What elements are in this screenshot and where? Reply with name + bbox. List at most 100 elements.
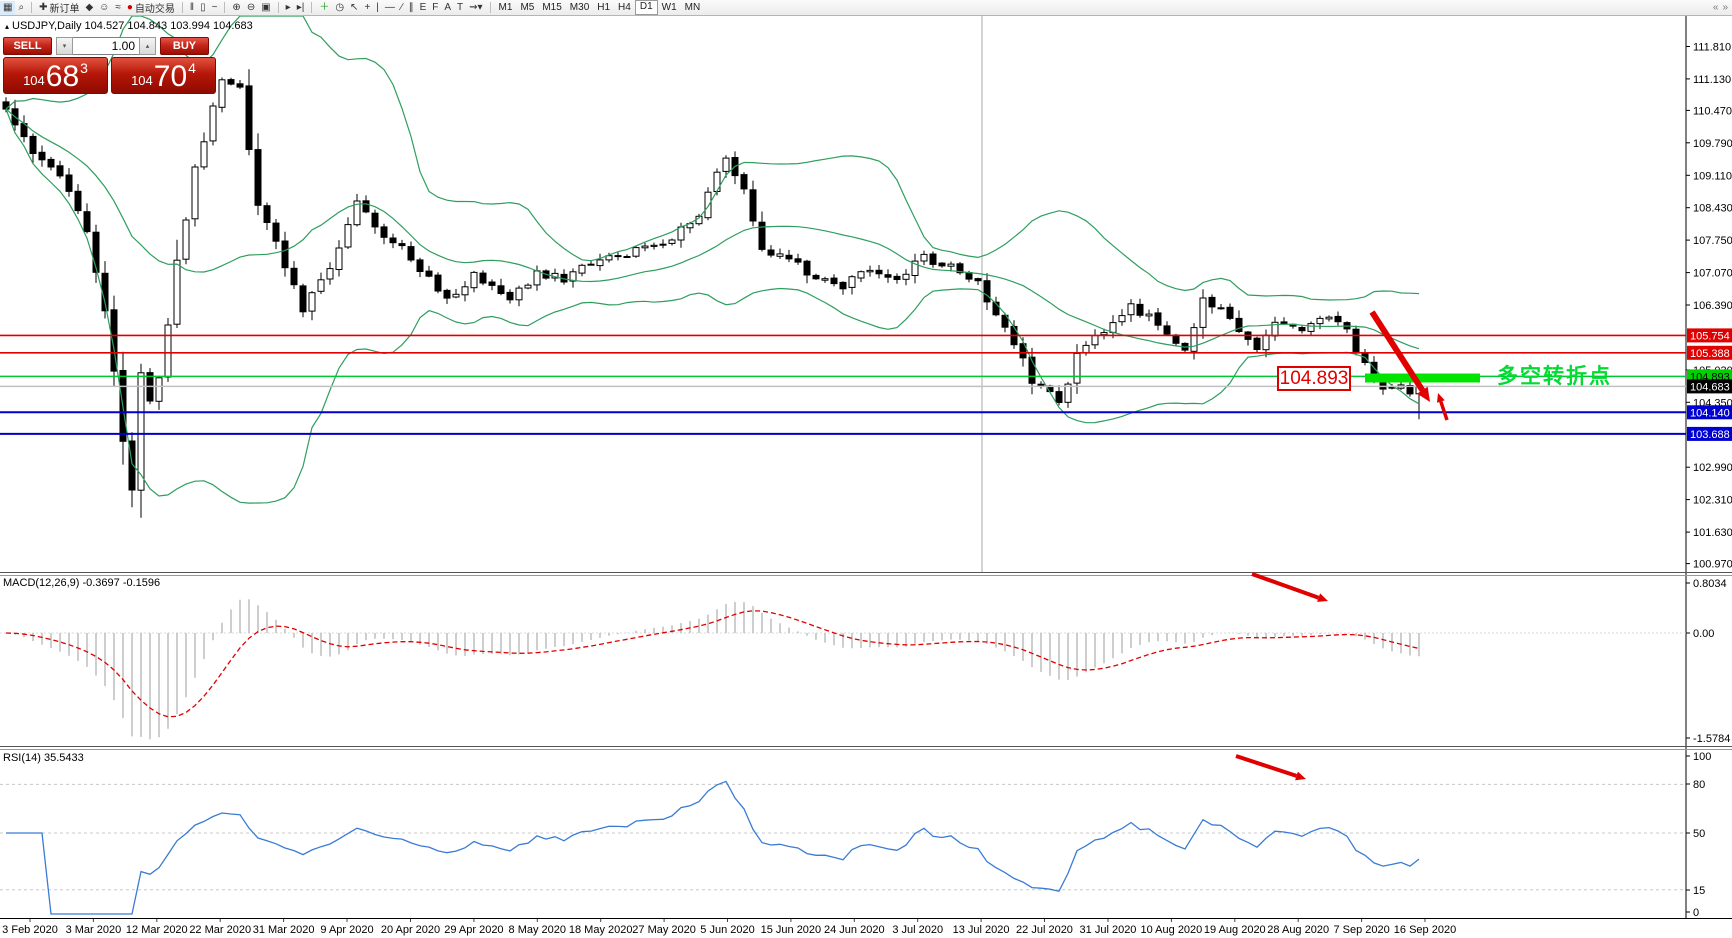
- turning-point-highlight-bar[interactable]: [1365, 373, 1480, 383]
- turning-point-text[interactable]: 多空转折点: [1497, 365, 1612, 388]
- zoom-out-button[interactable]: ⊖: [244, 1, 258, 15]
- top-toolbar: ▦ ⌕ ✚ 新订单 ◆ ☺ ≈ ● 自动交易 ‖ ▯ ~ ⊕ ⊖ ▣ ▸ ▸| ＋ ◷ ↖ + | — ∕ ∥ E F A T ⇝▾ M1 M…: [0, 0, 1732, 16]
- buy-button[interactable]: BUY: [160, 37, 209, 55]
- price-callout-label[interactable]: 104.893: [1277, 366, 1351, 391]
- fibo-retracement-button[interactable]: E: [417, 1, 430, 15]
- svg-text:20 Apr 2020: 20 Apr 2020: [381, 924, 440, 936]
- svg-text:0: 0: [1693, 907, 1699, 919]
- fibo-expansion-button[interactable]: F: [429, 1, 441, 15]
- timeframe-h4-button[interactable]: H4: [618, 2, 631, 13]
- arrows-button[interactable]: ⇝▾: [466, 1, 485, 15]
- svg-text:103.688: 103.688: [1690, 429, 1730, 441]
- macd-indicator-label: MACD(12,26,9) -0.3697 -0.1596: [3, 577, 161, 589]
- svg-text:0.00: 0.00: [1693, 628, 1714, 640]
- svg-text:50: 50: [1693, 828, 1705, 840]
- channel-button[interactable]: ∥: [406, 1, 417, 15]
- timeframe-d1-button[interactable]: D1: [634, 0, 658, 15]
- timeframe-mn-button[interactable]: MN: [684, 2, 701, 13]
- toolbar-overflow-right-icon[interactable]: »: [1722, 2, 1728, 13]
- toolbar-separator: [489, 2, 491, 13]
- sell-quote-panel[interactable]: 104 68 3: [3, 57, 108, 94]
- community-button[interactable]: ☺: [96, 1, 112, 15]
- gold-button[interactable]: ◆: [82, 1, 96, 15]
- label-button[interactable]: T: [454, 1, 466, 15]
- timeframe-m5-button[interactable]: M5: [520, 2, 535, 13]
- svg-text:0.8034: 0.8034: [1693, 578, 1727, 590]
- indicators-icon: ＋: [319, 1, 330, 13]
- toolbar-separator: [277, 2, 279, 13]
- gold-icon: ◆: [85, 1, 94, 13]
- cursor-button[interactable]: ↖: [347, 1, 361, 15]
- svg-text:13 Jul 2020: 13 Jul 2020: [953, 924, 1010, 936]
- signals-button[interactable]: ≈: [112, 1, 124, 15]
- volume-input[interactable]: [73, 37, 139, 55]
- auto-scroll-icon: ▸: [285, 1, 291, 13]
- toolbar-overflow-left-icon[interactable]: «: [1712, 2, 1719, 13]
- cursor-icon: ↖: [350, 1, 359, 13]
- svg-text:111.810: 111.810: [1693, 42, 1731, 54]
- price-down-arrow-head: [1417, 386, 1430, 402]
- sell-button[interactable]: SELL: [3, 37, 52, 55]
- vertical-line-icon: |: [376, 1, 379, 13]
- svg-text:15 Jun 2020: 15 Jun 2020: [761, 924, 822, 936]
- profiles-icon: ⌕: [18, 1, 25, 13]
- new-order-button[interactable]: ✚ 新订单: [36, 1, 82, 15]
- zoom-out-icon: ⊖: [246, 1, 256, 13]
- crosshair-button[interactable]: +: [361, 1, 373, 15]
- rsi-line: [6, 780, 1420, 915]
- indicators-button[interactable]: ＋: [316, 1, 332, 15]
- chart-shift-button[interactable]: ▸|: [294, 1, 308, 15]
- cycles-button[interactable]: ◷: [332, 1, 347, 15]
- horizontal-line-button[interactable]: —: [382, 1, 398, 15]
- svg-text:106.390: 106.390: [1693, 300, 1732, 312]
- channel-icon: ∥: [408, 1, 414, 13]
- svg-text:22 Jul 2020: 22 Jul 2020: [1016, 924, 1073, 936]
- svg-text:111.130: 111.130: [1693, 74, 1731, 86]
- svg-text:80: 80: [1693, 779, 1705, 791]
- new-order-icon: ✚: [39, 1, 48, 13]
- symbol-marker-icon: ▴: [5, 22, 10, 31]
- autotrade-button[interactable]: ● 自动交易: [124, 1, 178, 15]
- tile-windows-button[interactable]: ▣: [258, 1, 273, 15]
- line-chart-button[interactable]: ~: [209, 1, 221, 15]
- autotrade-label: 自动交易: [134, 4, 175, 15]
- timeframe-w1-button[interactable]: W1: [661, 2, 677, 13]
- timeframe-m30-button[interactable]: M30: [569, 2, 590, 13]
- profiles-button[interactable]: ⌕: [15, 1, 27, 15]
- svg-text:101.630: 101.630: [1693, 527, 1732, 539]
- text-button[interactable]: A: [441, 1, 454, 15]
- label-icon: T: [457, 1, 464, 13]
- candles-layer: [2, 69, 1423, 518]
- zoom-in-button[interactable]: ⊕: [229, 1, 243, 15]
- annotation-arrows[interactable]: [1235, 310, 1449, 781]
- macd-histogram: [14, 599, 1420, 740]
- horizontal-lines: [0, 334, 1686, 435]
- trendline-button[interactable]: ∕: [398, 1, 406, 15]
- svg-text:104.683: 104.683: [1690, 381, 1730, 393]
- timeframe-m15-button[interactable]: M15: [542, 2, 562, 13]
- auto-scroll-button[interactable]: ▸: [283, 1, 294, 15]
- macd-axis: 0.8034 0.00 -1.5784: [1686, 578, 1730, 745]
- chart-window-icon: ▦: [3, 1, 13, 13]
- timeframe-m1-button[interactable]: M1: [498, 2, 513, 13]
- chart-window-button[interactable]: ▦: [0, 0, 16, 15]
- bar-chart-button[interactable]: ‖: [187, 1, 197, 15]
- buy-quote-panel[interactable]: 104 70 4: [111, 57, 216, 94]
- svg-text:12 Mar 2020: 12 Mar 2020: [126, 924, 188, 936]
- svg-text:22 Mar 2020: 22 Mar 2020: [189, 924, 251, 936]
- volume-decrease-button[interactable]: ▾: [56, 37, 73, 55]
- svg-text:9 Apr 2020: 9 Apr 2020: [320, 924, 373, 936]
- horizontal-line-icon: —: [384, 1, 395, 13]
- toolbar-separator: [311, 2, 313, 13]
- date-axis: 3 Feb 2020 3 Mar 2020 12 Mar 2020 22 Mar 20…: [2, 919, 1456, 936]
- timeframe-h1-button[interactable]: H1: [597, 2, 611, 13]
- one-click-trading-panel: SELL ▾ ▴ BUY 104 68 3 104 70 4: [3, 37, 221, 94]
- candlestick-button[interactable]: ▯: [197, 1, 209, 15]
- svg-text:102.990: 102.990: [1693, 462, 1732, 474]
- vertical-line-button[interactable]: |: [373, 1, 382, 15]
- volume-increase-button[interactable]: ▴: [139, 37, 156, 55]
- svg-text:31 Mar 2020: 31 Mar 2020: [253, 924, 315, 936]
- macd-down-arrow-head: [1317, 593, 1328, 602]
- svg-text:28 Aug 2020: 28 Aug 2020: [1267, 924, 1329, 936]
